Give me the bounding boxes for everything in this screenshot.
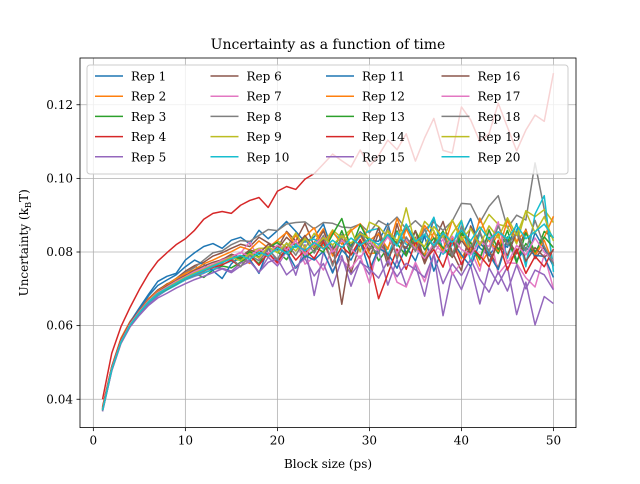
legend-label: Rep 7 xyxy=(247,90,282,104)
x-tick-label: 20 xyxy=(270,434,285,448)
legend-label: Rep 9 xyxy=(247,130,282,144)
legend-label: Rep 18 xyxy=(478,110,521,124)
x-axis-label: Block size (ps) xyxy=(284,457,372,471)
legend-label: Rep 10 xyxy=(247,150,290,164)
legend-label: Rep 20 xyxy=(478,150,521,164)
legend-label: Rep 17 xyxy=(478,90,521,104)
y-tick-label: 0.10 xyxy=(46,171,73,185)
legend-label: Rep 5 xyxy=(131,150,166,164)
x-tick-label: 10 xyxy=(178,434,193,448)
x-tick-label: 50 xyxy=(546,434,561,448)
x-tick-label: 30 xyxy=(362,434,377,448)
legend: Rep 1 Rep 2 Rep 3 Rep 4 Rep 5 Rep 6 Rep 7 Rep 8… xyxy=(86,64,569,175)
series-line xyxy=(101,235,555,409)
y-tick-label: 0.06 xyxy=(46,319,73,333)
legend-label: Rep 3 xyxy=(131,110,166,124)
series-line xyxy=(101,223,555,411)
y-axis-label-main: Uncertainty (k xyxy=(17,207,31,296)
x-tick-label: 0 xyxy=(90,434,98,448)
legend-label: Rep 11 xyxy=(362,70,405,84)
x-tick-label: 40 xyxy=(454,434,469,448)
y-axis-label-tail: T) xyxy=(17,189,31,202)
y-tick-label: 0.04 xyxy=(46,392,73,406)
series-line xyxy=(101,215,555,409)
y-axis-label-sub: B xyxy=(24,202,34,208)
chart-title: Uncertainty as a function of time xyxy=(211,37,446,53)
y-tick-label: 0.08 xyxy=(46,245,73,259)
legend-label: Rep 13 xyxy=(362,110,405,124)
legend-label: Rep 1 xyxy=(131,70,166,84)
legend-label: Rep 4 xyxy=(131,130,167,144)
legend-frame xyxy=(86,64,569,175)
series-lines xyxy=(101,72,555,412)
axis-ticks: 0 10 20 30 40 50 0.04 0.06 0.08 0.10 0.12 xyxy=(46,98,561,448)
legend-label: Rep 19 xyxy=(478,130,521,144)
legend-label: Rep 6 xyxy=(247,70,282,84)
legend-label: Rep 14 xyxy=(362,130,405,144)
y-axis-label: Uncertainty (kBT) xyxy=(17,189,34,296)
legend-label: Rep 2 xyxy=(131,90,166,104)
series-line xyxy=(101,253,555,412)
legend-label: Rep 8 xyxy=(247,110,282,124)
legend-label: Rep 12 xyxy=(362,90,405,104)
legend-label: Rep 15 xyxy=(362,150,405,164)
y-tick-label: 0.12 xyxy=(46,98,73,112)
legend-label: Rep 16 xyxy=(478,70,521,84)
plot-frame xyxy=(79,57,577,429)
